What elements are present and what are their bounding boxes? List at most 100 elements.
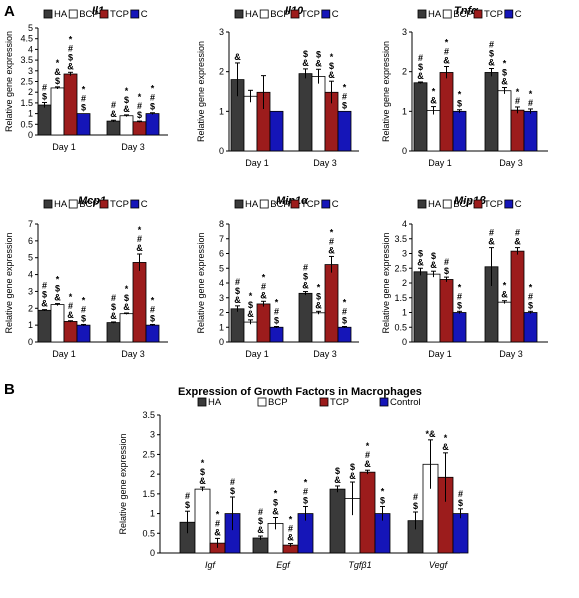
significance-label: $ & bbox=[334, 466, 341, 485]
legend-swatch bbox=[68, 199, 78, 209]
bar bbox=[119, 313, 134, 343]
significance-label: # & bbox=[488, 228, 495, 247]
significance-label: # $ & bbox=[417, 53, 424, 81]
bar bbox=[510, 250, 525, 343]
significance-label: * # & bbox=[364, 441, 371, 469]
legend-swatch bbox=[99, 9, 109, 19]
bar bbox=[76, 113, 91, 136]
y-tick-label: 0.5 bbox=[20, 119, 33, 129]
legend-swatch bbox=[321, 9, 331, 19]
bar bbox=[452, 110, 467, 152]
bar bbox=[119, 115, 134, 136]
legend-swatch bbox=[197, 397, 207, 407]
significance-label: # $ & bbox=[302, 263, 309, 291]
y-tick-label: 4 bbox=[28, 44, 33, 54]
y-tick-label: 2 bbox=[28, 87, 33, 97]
significance-label: * $ & bbox=[123, 86, 130, 114]
significance-label: # & bbox=[514, 228, 521, 247]
x-tick-label: Vegf bbox=[429, 560, 449, 570]
significance-label: *& bbox=[501, 281, 508, 300]
y-tick-label: 0 bbox=[28, 130, 33, 140]
legend-label: BCP bbox=[453, 199, 473, 210]
x-tick-label: Day 1 bbox=[428, 158, 452, 168]
bar bbox=[484, 72, 499, 152]
legend-label: TCP bbox=[110, 199, 129, 210]
x-tick-label: Day 3 bbox=[121, 349, 145, 359]
y-tick-label: 3 bbox=[402, 27, 407, 37]
legend-label: TCP bbox=[484, 9, 503, 20]
bar bbox=[50, 304, 65, 343]
y-tick-label: 0 bbox=[28, 337, 33, 347]
y-tick-label: 0 bbox=[402, 337, 407, 347]
significance-label: # $ bbox=[42, 82, 47, 101]
significance-label: * $ & bbox=[315, 282, 322, 310]
bar bbox=[106, 322, 121, 343]
significance-label: * # $ bbox=[150, 295, 155, 323]
y-axis-label: Relative gene expression bbox=[4, 232, 14, 333]
legend-swatch bbox=[504, 199, 514, 209]
legend-label: HA bbox=[428, 199, 442, 210]
x-tick-label: Egf bbox=[276, 560, 291, 570]
significance-label: # $ & bbox=[41, 281, 48, 309]
y-tick-label: 6 bbox=[219, 249, 224, 259]
significance-label: * # $ bbox=[81, 295, 86, 323]
significance-label: # $ bbox=[230, 477, 235, 496]
significance-label: # $ & bbox=[234, 277, 241, 305]
legend-swatch bbox=[257, 397, 267, 407]
bar bbox=[426, 273, 441, 343]
significance-label: $ & bbox=[349, 462, 356, 481]
significance-label: * # $ bbox=[342, 298, 347, 326]
y-tick-label: 3 bbox=[219, 27, 224, 37]
bar bbox=[76, 324, 91, 343]
significance-label: * $ & bbox=[123, 284, 130, 312]
legend-swatch bbox=[417, 9, 427, 19]
legend-label: C bbox=[332, 9, 339, 20]
legend-label: C bbox=[141, 9, 148, 20]
legend-swatch bbox=[473, 9, 483, 19]
significance-label: $ & bbox=[430, 251, 437, 270]
significance-label: *& bbox=[442, 433, 449, 452]
significance-label: # $ bbox=[444, 257, 449, 276]
significance-label: * # bbox=[515, 87, 520, 106]
legend-swatch bbox=[234, 199, 244, 209]
legend-swatch bbox=[321, 199, 331, 209]
y-axis-label: Relative gene expression bbox=[118, 433, 128, 534]
legend-label: TCP bbox=[301, 9, 320, 20]
y-tick-label: 3 bbox=[219, 293, 224, 303]
y-tick-label: 4 bbox=[402, 219, 407, 229]
significance-label: * $ & bbox=[501, 59, 508, 87]
legend-label: C bbox=[515, 199, 522, 210]
legend-label: TCP bbox=[484, 199, 503, 210]
bar bbox=[230, 308, 245, 343]
bar bbox=[298, 73, 313, 152]
chart-7: Expression of Growth Factors in Macropha… bbox=[118, 386, 469, 570]
x-tick-label: Day 1 bbox=[52, 349, 76, 359]
y-tick-label: 3 bbox=[28, 66, 33, 76]
bar bbox=[243, 95, 258, 152]
significance-label: * # & bbox=[136, 225, 143, 253]
legend-swatch bbox=[43, 199, 53, 209]
y-tick-label: 2 bbox=[219, 308, 224, 318]
chart-title: Expression of Growth Factors in Macropha… bbox=[178, 386, 422, 398]
significance-label: *& bbox=[425, 429, 436, 439]
legend-swatch bbox=[442, 199, 452, 209]
bar bbox=[145, 324, 160, 343]
significance-label: $ & bbox=[302, 49, 309, 68]
significance-label: # & bbox=[110, 100, 117, 119]
panel-label-b: B bbox=[4, 381, 15, 398]
bar bbox=[439, 72, 454, 152]
bar bbox=[497, 90, 512, 152]
x-tick-label: Day 3 bbox=[121, 142, 145, 152]
y-tick-label: 0.5 bbox=[142, 528, 155, 538]
significance-label: * # $ bbox=[81, 85, 86, 113]
legend-label: Control bbox=[390, 397, 421, 408]
legend-label: HA bbox=[54, 199, 68, 210]
significance-label: * # $ bbox=[528, 282, 533, 310]
chart-2: Il10Relative gene expression0123HABCPTCP… bbox=[196, 5, 359, 168]
significance-label: & bbox=[234, 52, 241, 62]
legend-swatch bbox=[290, 199, 300, 209]
legend-label: C bbox=[141, 199, 148, 210]
significance-label: * & $ bbox=[54, 58, 61, 86]
